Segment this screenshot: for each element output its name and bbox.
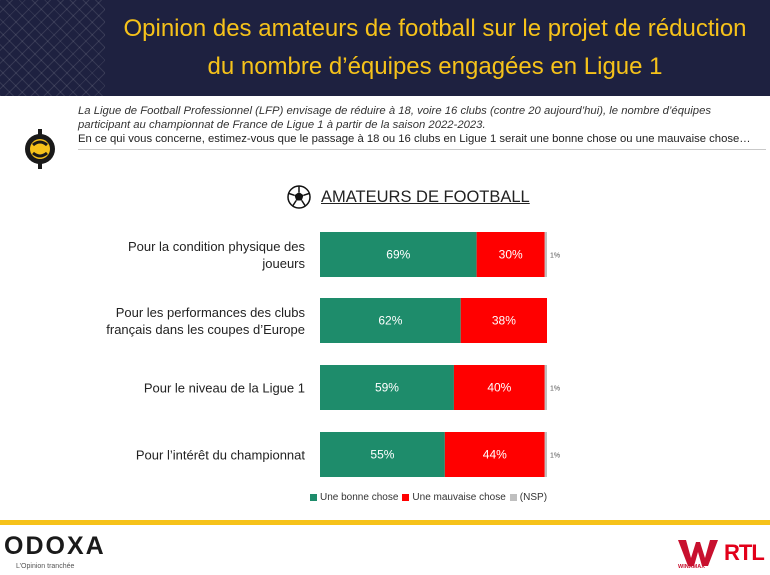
odoxa-logo-icon: [25, 129, 55, 169]
bar-segment: [320, 365, 454, 410]
legend-item-nsp: (NSP): [509, 492, 548, 503]
stacked-bar-chart: Pour la condition physique des joueurs 69%…: [106, 232, 560, 477]
chart-legend: Une bonne chose Une mauvaise chose (NSP): [310, 492, 547, 503]
question-text: En ce qui vous concerne, estimez-vous qu…: [78, 133, 751, 146]
page-title: Opinion des amateurs de football sur le …: [110, 10, 760, 86]
category-label: Pour le niveau de la Ligue 1: [144, 381, 305, 396]
data-label: 59%: [375, 381, 399, 395]
data-label: 44%: [483, 448, 507, 462]
football-icon: [287, 185, 311, 209]
bar-segment: [544, 432, 547, 477]
question-block: La Ligue de Football Professionnel (LFP)…: [78, 104, 766, 150]
question-intro: La Ligue de Football Professionnel (LFP)…: [78, 105, 712, 132]
header-background: [105, 0, 770, 96]
title-line-2: du nombre d’équipes engagées en Ligue 1: [207, 53, 663, 80]
section-title: AMATEURS DE FOOTBALL: [321, 187, 530, 206]
legend-swatch-good: [310, 494, 317, 501]
data-label: 1%: [550, 453, 560, 460]
data-label: 69%: [386, 248, 410, 262]
bar-segment: [320, 232, 477, 277]
category-label: Pour la condition physique des joueurs: [128, 239, 306, 271]
partner-winamax: WINAMAX: [678, 564, 705, 570]
bar-segment: [444, 432, 545, 477]
legend-label-nsp: (NSP): [519, 492, 548, 503]
winamax-logo-icon: [678, 540, 718, 566]
section-heading: AMATEURS DE FOOTBALL: [287, 184, 530, 210]
data-label: 55%: [370, 448, 394, 462]
brand-logo: ODOXA: [4, 532, 106, 560]
legend-swatch-nsp: [509, 494, 517, 501]
header-banner: [0, 0, 770, 96]
legend-item-bad: Une mauvaise chose: [402, 492, 506, 503]
partner-rtl: RTL: [724, 540, 765, 565]
data-label: 1%: [550, 253, 560, 260]
bar-segment: [544, 365, 547, 410]
legend-label-bad: Une mauvaise chose: [412, 492, 506, 503]
legend-swatch-bad: [402, 494, 410, 501]
legend-item-good: Une bonne chose: [310, 492, 398, 503]
bar-segment: [320, 432, 445, 477]
bar-segment: [320, 298, 461, 343]
data-label: 1%: [550, 386, 560, 393]
category-label: Pour l’intérêt du championnat: [136, 448, 305, 463]
brand-tagline: L’Opinion tranchée: [16, 563, 75, 570]
bar-segment: [453, 365, 545, 410]
data-label: 40%: [487, 381, 511, 395]
data-label: 30%: [499, 248, 523, 262]
data-label: 62%: [378, 314, 402, 328]
legend-label-good: Une bonne chose: [320, 492, 399, 503]
bar-segment: [476, 232, 545, 277]
footer-divider: [0, 520, 770, 525]
bar-segment: [460, 298, 547, 343]
data-label: 38%: [492, 314, 516, 328]
category-label: Pour les performances des clubs français …: [106, 305, 305, 337]
title-line-1: Opinion des amateurs de football sur le …: [123, 15, 747, 42]
bar-segment: [544, 232, 547, 277]
